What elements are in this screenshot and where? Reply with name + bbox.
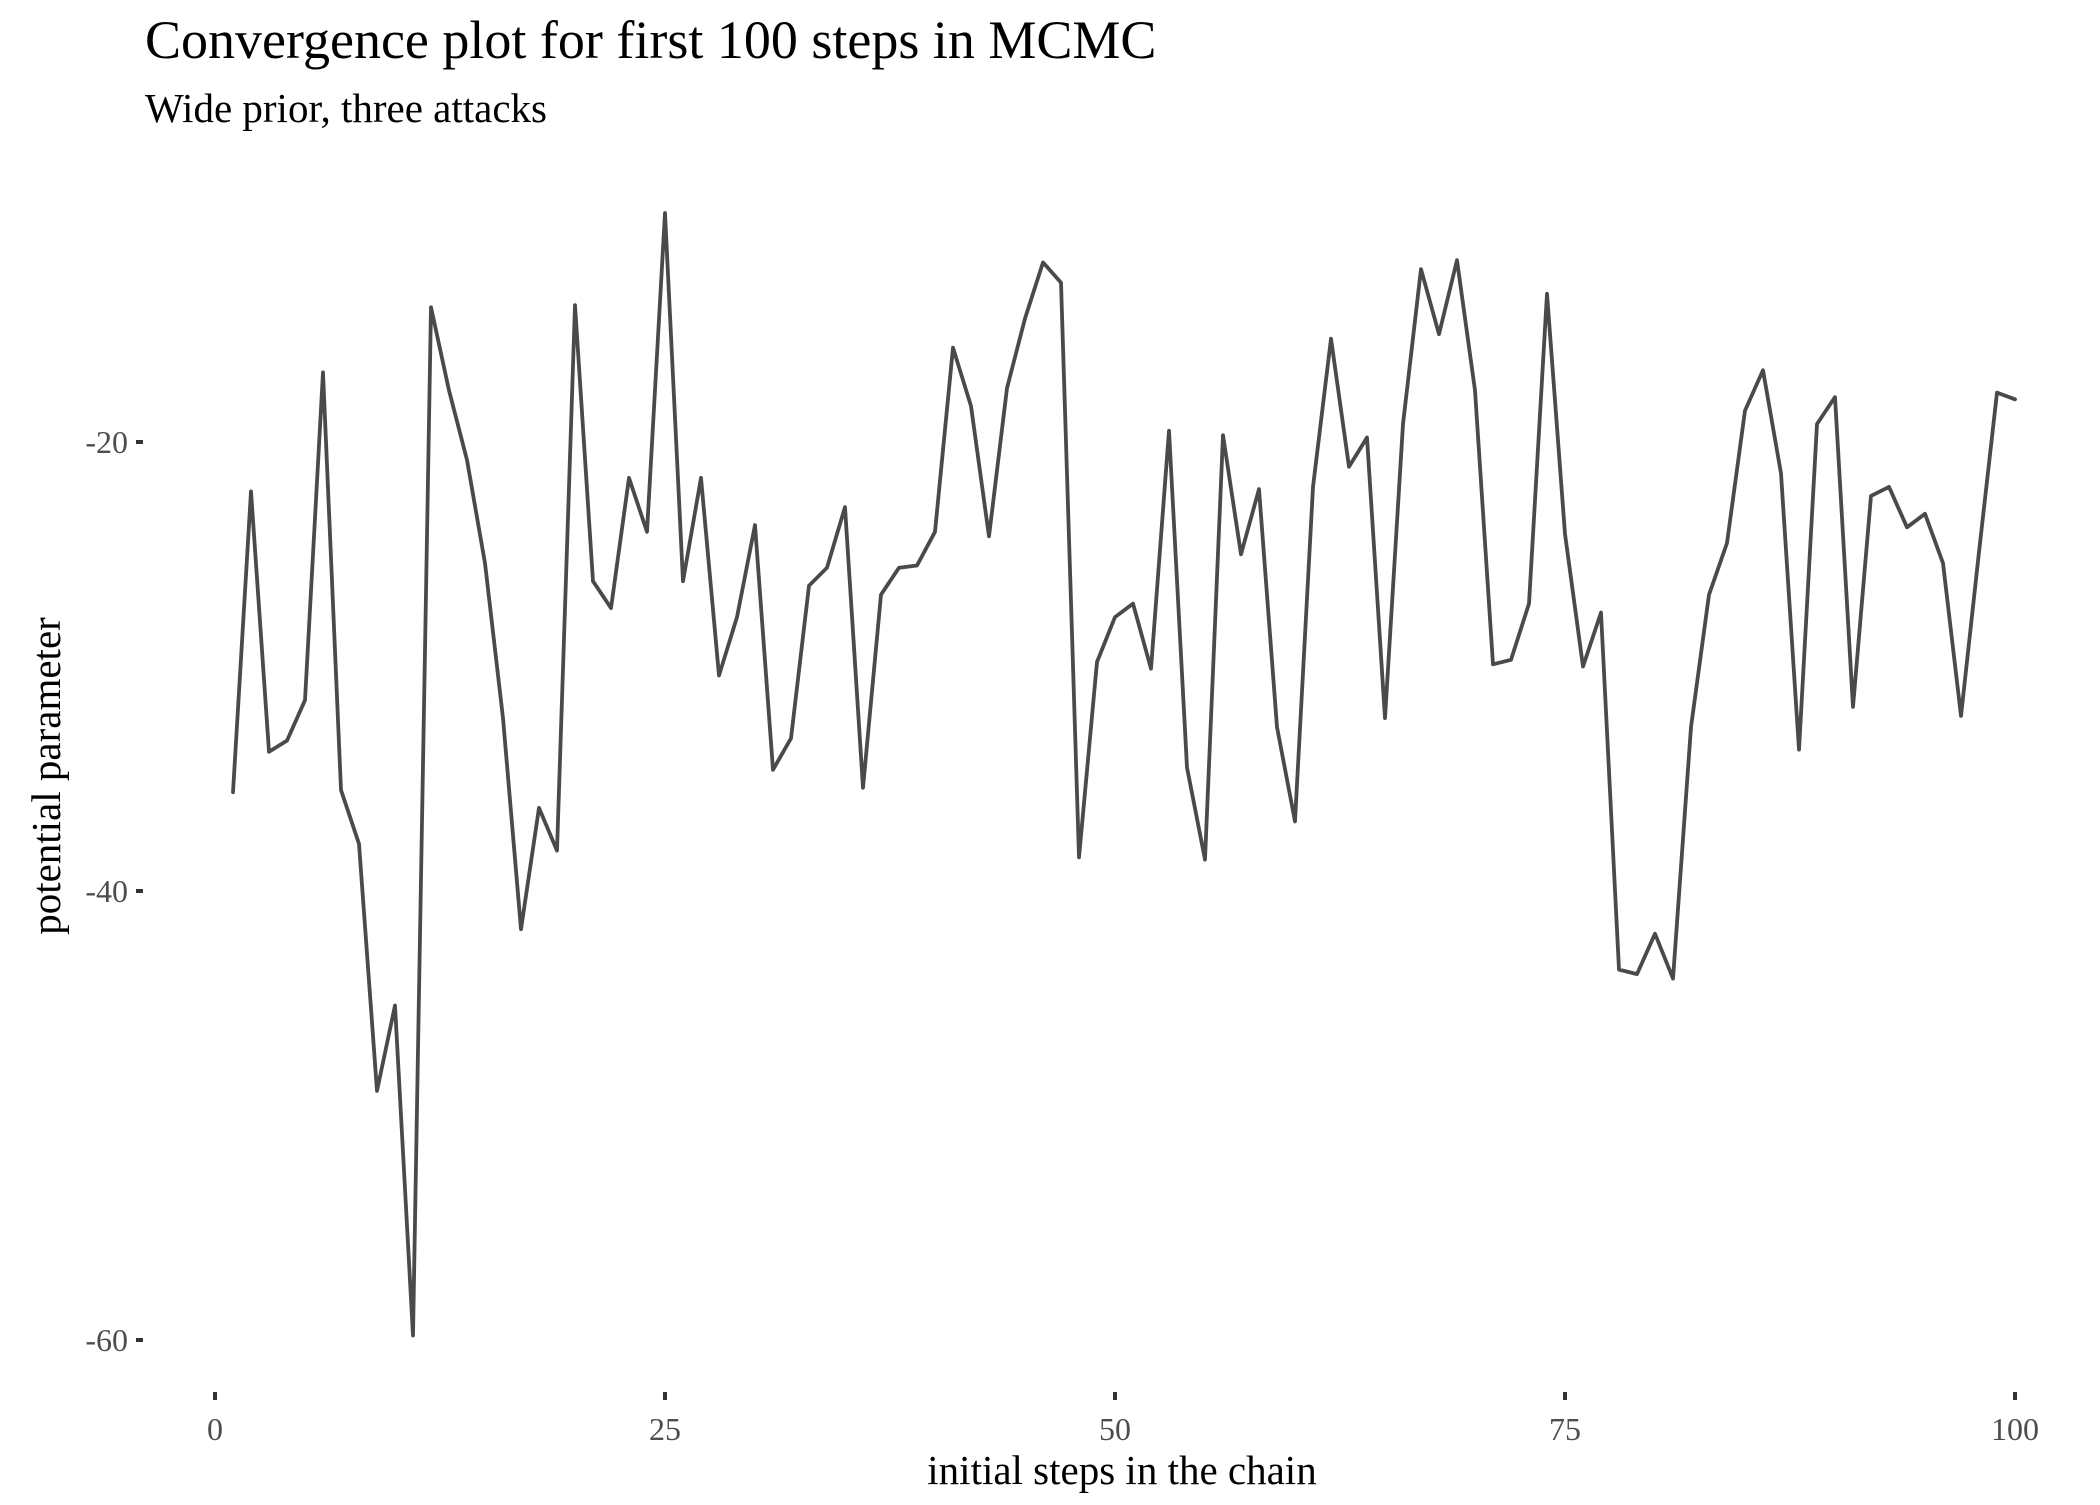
x-tick-label: 100 <box>1991 1411 2039 1447</box>
x-tick-label: 0 <box>207 1411 223 1447</box>
chart-title: Convergence plot for first 100 steps in … <box>145 10 1156 70</box>
y-tick-label: -20 <box>85 424 128 460</box>
y-tick-label: -60 <box>85 1322 128 1358</box>
chart-subtitle: Wide prior, three attacks <box>145 85 547 131</box>
x-tick-label: 25 <box>649 1411 681 1447</box>
series-layer <box>231 211 2017 1338</box>
y-axis: -20 -40 -60 <box>85 424 143 1358</box>
x-tick-label: 75 <box>1549 1411 1581 1447</box>
x-axis-title: initial steps in the chain <box>927 1447 1316 1493</box>
y-axis-title: potential parameter <box>23 617 69 935</box>
x-tick-label: 50 <box>1099 1411 1131 1447</box>
series-line <box>231 211 2017 1338</box>
x-axis: 0 25 50 75 100 <box>207 1392 2039 1447</box>
y-tick-label: -40 <box>85 873 128 909</box>
